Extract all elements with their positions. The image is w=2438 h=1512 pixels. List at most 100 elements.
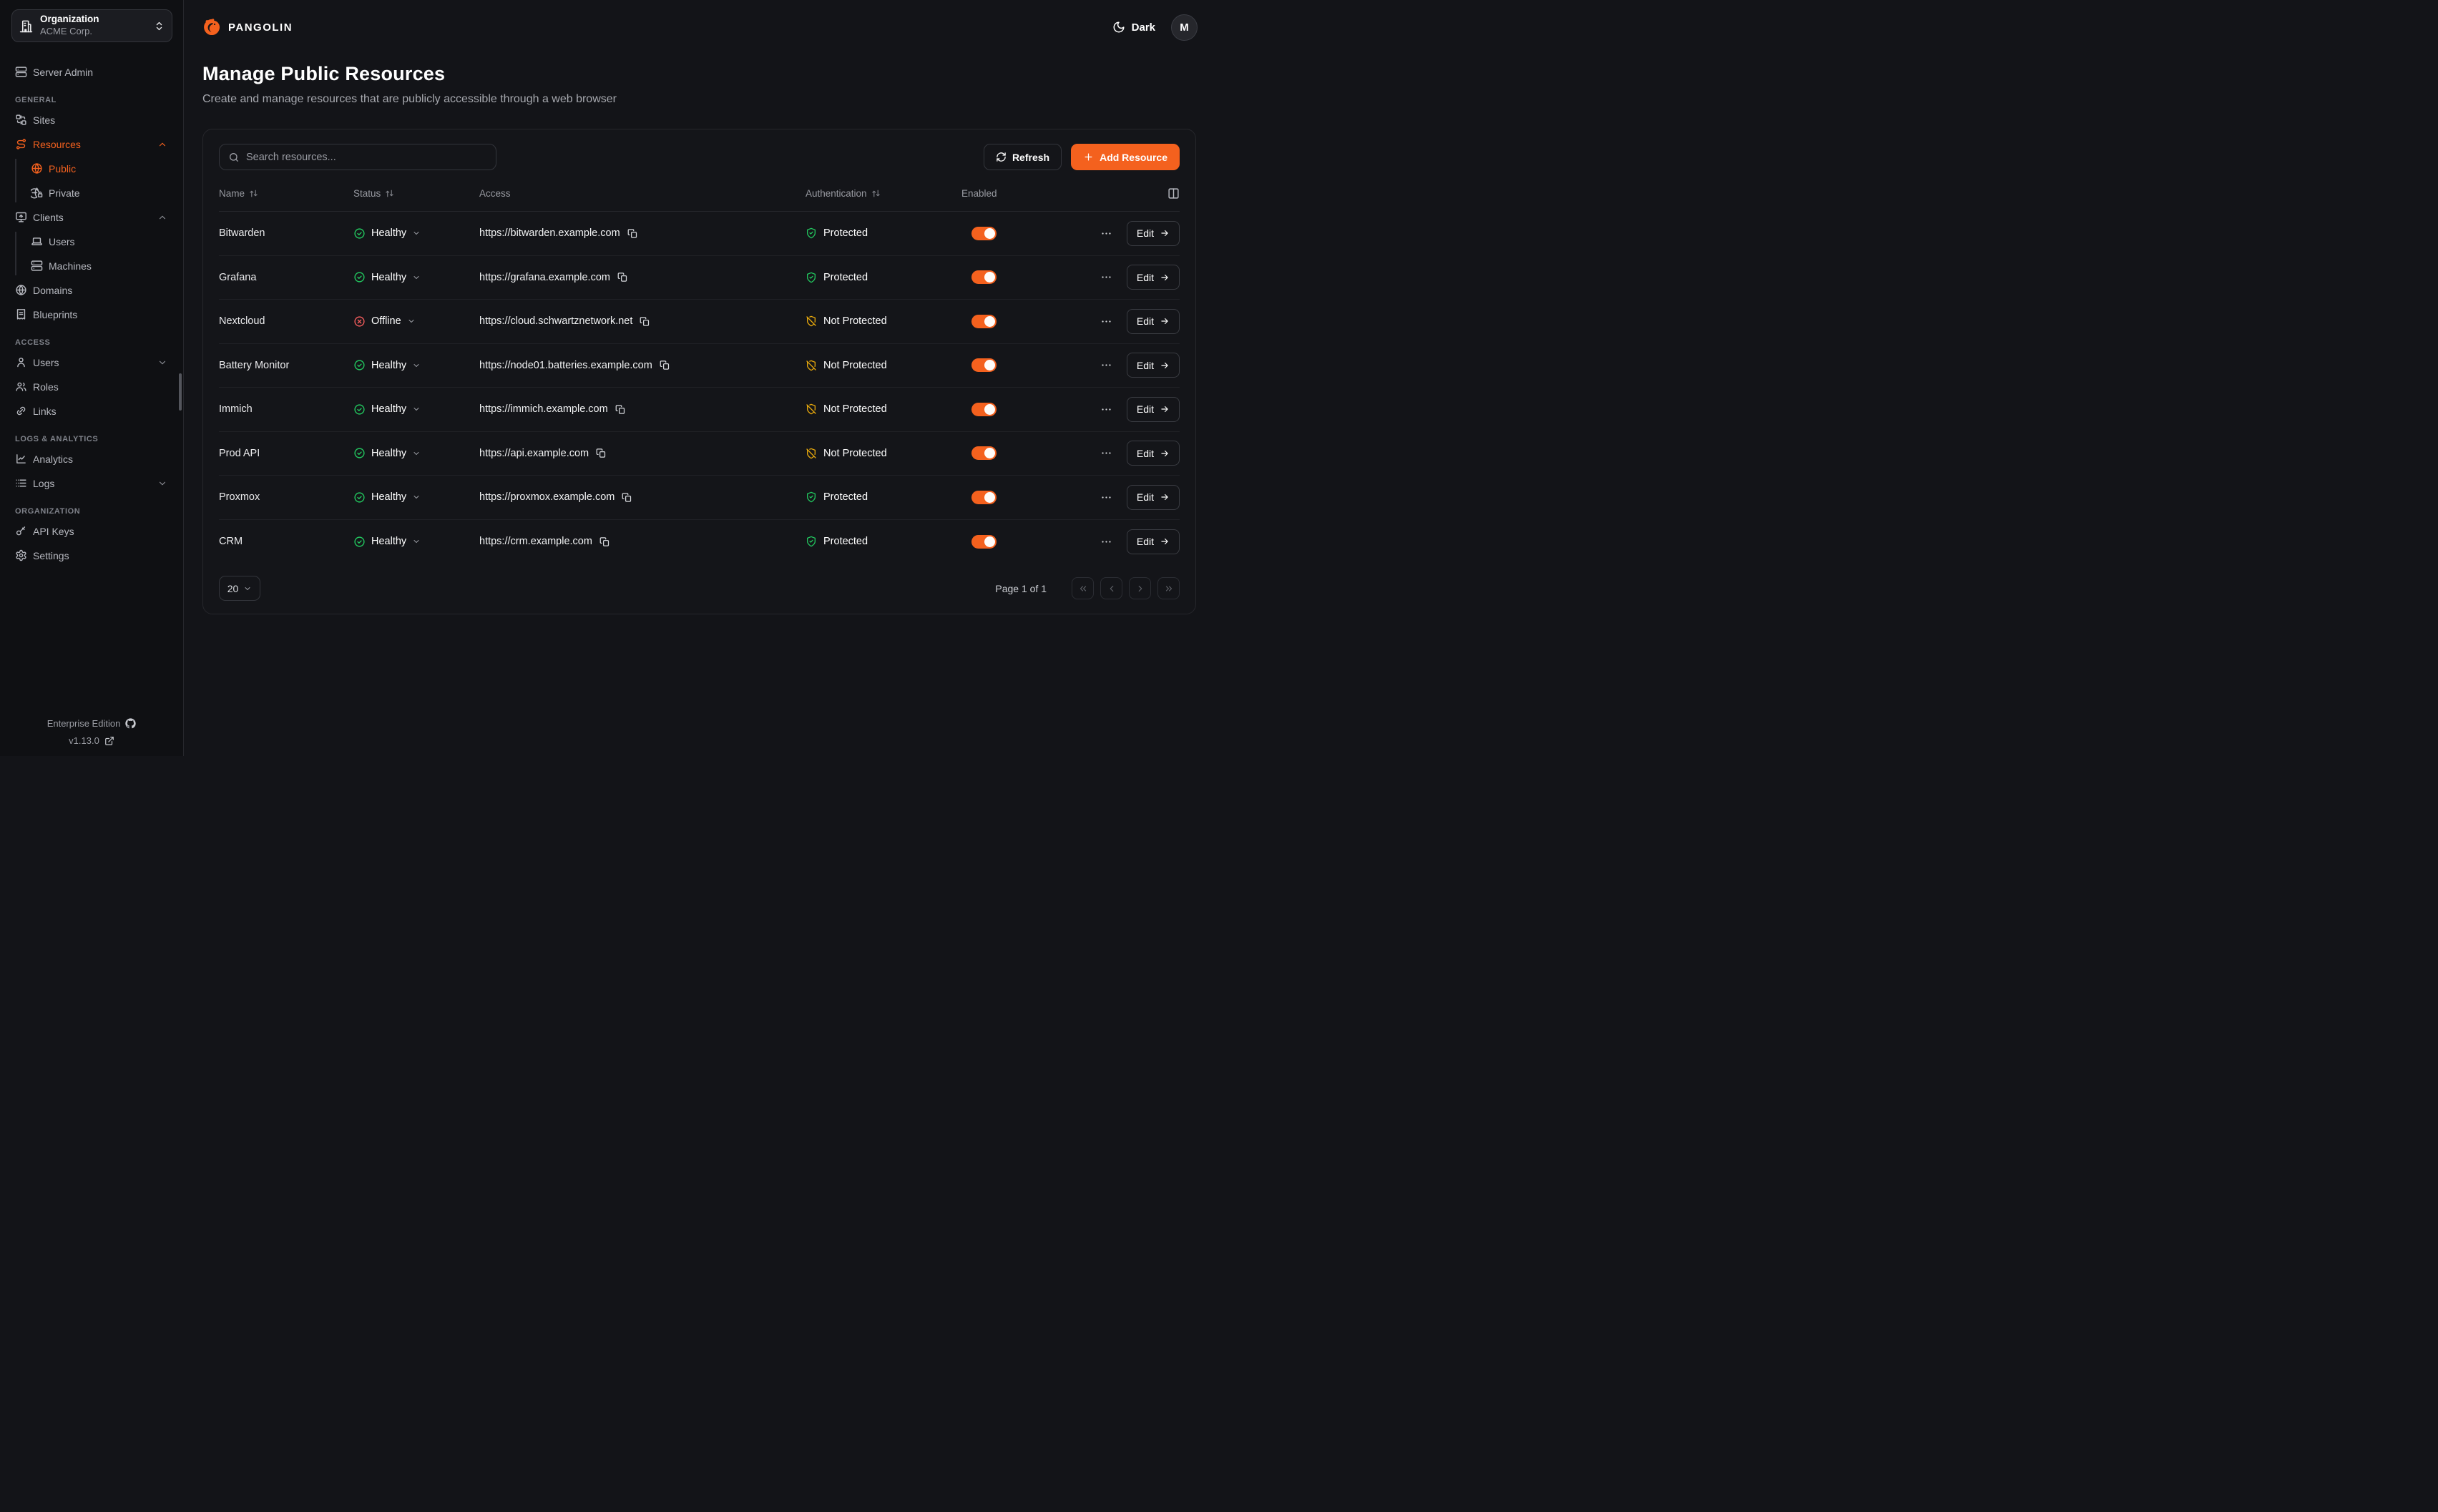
first-page-button[interactable] bbox=[1072, 577, 1094, 599]
edit-button[interactable]: Edit bbox=[1126, 529, 1180, 554]
sidebar-item-client-users[interactable]: Users bbox=[0, 230, 177, 252]
sidebar-item-server-admin[interactable]: Server Admin bbox=[0, 61, 177, 83]
sidebar-item-label: Sites bbox=[33, 114, 56, 126]
shield-check-icon bbox=[806, 536, 817, 547]
sidebar-item-domains[interactable]: Domains bbox=[0, 279, 177, 301]
copy-icon[interactable] bbox=[660, 360, 670, 370]
edit-button[interactable]: Edit bbox=[1126, 353, 1180, 378]
sidebar-item-label: Users bbox=[49, 235, 75, 247]
search-box[interactable] bbox=[219, 144, 496, 170]
row-menu-icon[interactable] bbox=[1100, 491, 1112, 504]
copy-icon[interactable] bbox=[596, 448, 607, 458]
add-resource-button[interactable]: Add Resource bbox=[1071, 144, 1180, 170]
copy-icon[interactable] bbox=[622, 492, 632, 503]
enabled-toggle[interactable] bbox=[971, 226, 997, 240]
sidebar-item-api-keys[interactable]: API Keys bbox=[0, 520, 177, 542]
column-header-authentication: Authentication bbox=[806, 188, 961, 199]
sidebar-item-label: Machines bbox=[49, 260, 92, 272]
row-menu-icon[interactable] bbox=[1100, 447, 1112, 459]
resource-url: https://immich.example.com bbox=[479, 403, 608, 416]
sidebar-item-machines[interactable]: Machines bbox=[0, 255, 177, 277]
resource-name: Grafana bbox=[219, 271, 257, 283]
resource-url: https://cloud.schwartznetwork.net bbox=[479, 315, 633, 328]
sidebar-item-links[interactable]: Links bbox=[0, 400, 177, 422]
edit-button[interactable]: Edit bbox=[1126, 396, 1180, 422]
sidebar-item-label: Server Admin bbox=[33, 66, 94, 78]
sidebar-item-label: Clients bbox=[33, 211, 64, 223]
status-select[interactable]: Healthy bbox=[353, 536, 479, 548]
building-icon bbox=[19, 19, 33, 33]
copy-icon[interactable] bbox=[617, 272, 628, 283]
sidebar-item-blueprints[interactable]: Blueprints bbox=[0, 303, 177, 325]
sidebar-item-analytics[interactable]: Analytics bbox=[0, 448, 177, 470]
search-input[interactable] bbox=[246, 151, 487, 163]
status-select[interactable]: Healthy bbox=[353, 403, 479, 416]
enabled-toggle[interactable] bbox=[971, 358, 997, 373]
column-header-status: Status bbox=[353, 188, 479, 199]
row-menu-icon[interactable] bbox=[1100, 403, 1112, 416]
enabled-toggle[interactable] bbox=[971, 314, 997, 328]
status-select[interactable]: Healthy bbox=[353, 227, 479, 240]
row-menu-icon[interactable] bbox=[1100, 536, 1112, 548]
copy-icon[interactable] bbox=[627, 228, 638, 239]
sort-icon[interactable] bbox=[871, 189, 881, 198]
edit-button[interactable]: Edit bbox=[1126, 220, 1180, 246]
prev-page-button[interactable] bbox=[1100, 577, 1122, 599]
copy-icon[interactable] bbox=[640, 316, 650, 327]
edit-button[interactable]: Edit bbox=[1126, 308, 1180, 334]
shield-check-icon bbox=[806, 272, 817, 283]
sort-icon[interactable] bbox=[385, 189, 394, 198]
edit-button[interactable]: Edit bbox=[1126, 484, 1180, 510]
sidebar-item-users[interactable]: Users bbox=[0, 351, 177, 373]
enabled-toggle[interactable] bbox=[971, 534, 997, 549]
enabled-toggle[interactable] bbox=[971, 446, 997, 461]
edit-button[interactable]: Edit bbox=[1126, 441, 1180, 466]
row-menu-icon[interactable] bbox=[1100, 359, 1112, 371]
circle-check-icon bbox=[353, 403, 366, 416]
copy-icon[interactable] bbox=[599, 536, 610, 547]
sidebar-scrollbar[interactable] bbox=[179, 373, 182, 411]
resources-card: Refresh Add Resource Name Status Access … bbox=[202, 129, 1196, 614]
next-page-button[interactable] bbox=[1129, 577, 1151, 599]
status-select[interactable]: Healthy bbox=[353, 359, 479, 371]
sidebar-item-private[interactable]: Private bbox=[0, 182, 177, 204]
sidebar-item-settings[interactable]: Settings bbox=[0, 544, 177, 566]
github-icon[interactable] bbox=[125, 718, 137, 729]
resource-url: https://grafana.example.com bbox=[479, 271, 610, 283]
last-page-button[interactable] bbox=[1157, 577, 1180, 599]
chevron-down-icon bbox=[412, 273, 421, 282]
row-menu-icon[interactable] bbox=[1100, 315, 1112, 328]
columns-icon[interactable] bbox=[1167, 187, 1180, 200]
auth-cell: Protected bbox=[806, 227, 961, 239]
refresh-button[interactable]: Refresh bbox=[983, 144, 1062, 170]
row-menu-icon[interactable] bbox=[1100, 271, 1112, 283]
sidebar-item-clients[interactable]: Clients bbox=[0, 206, 177, 228]
toggle-knob bbox=[984, 227, 995, 239]
external-link-icon[interactable] bbox=[104, 736, 114, 746]
status-select[interactable]: Healthy bbox=[353, 491, 479, 504]
org-switcher[interactable]: Organization ACME Corp. bbox=[11, 9, 172, 42]
page-size-select[interactable]: 20 bbox=[219, 576, 260, 601]
row-menu-icon[interactable] bbox=[1100, 227, 1112, 240]
sidebar-item-roles[interactable]: Roles bbox=[0, 375, 177, 398]
laptop-icon bbox=[31, 235, 43, 247]
sidebar-item-public[interactable]: Public bbox=[0, 157, 177, 180]
sidebar-item-resources[interactable]: Resources bbox=[0, 133, 177, 155]
resources-icon bbox=[15, 138, 27, 150]
sidebar-item-sites[interactable]: Sites bbox=[0, 109, 177, 131]
enabled-toggle[interactable] bbox=[971, 270, 997, 285]
edit-button[interactable]: Edit bbox=[1126, 265, 1180, 290]
status-select[interactable]: Offline bbox=[353, 315, 479, 328]
sidebar-item-logs[interactable]: Logs bbox=[0, 472, 177, 494]
sort-icon[interactable] bbox=[249, 189, 258, 198]
toggle-knob bbox=[984, 403, 995, 415]
status-select[interactable]: Healthy bbox=[353, 271, 479, 283]
avatar[interactable]: M bbox=[1171, 14, 1198, 41]
copy-icon[interactable] bbox=[615, 404, 626, 415]
sidebar-item-label: Links bbox=[33, 405, 57, 417]
theme-toggle[interactable]: Dark bbox=[1112, 21, 1155, 34]
status-select[interactable]: Healthy bbox=[353, 447, 479, 459]
enabled-toggle[interactable] bbox=[971, 402, 997, 416]
enabled-toggle[interactable] bbox=[971, 490, 997, 504]
page-info: Page 1 of 1 bbox=[995, 582, 1047, 594]
